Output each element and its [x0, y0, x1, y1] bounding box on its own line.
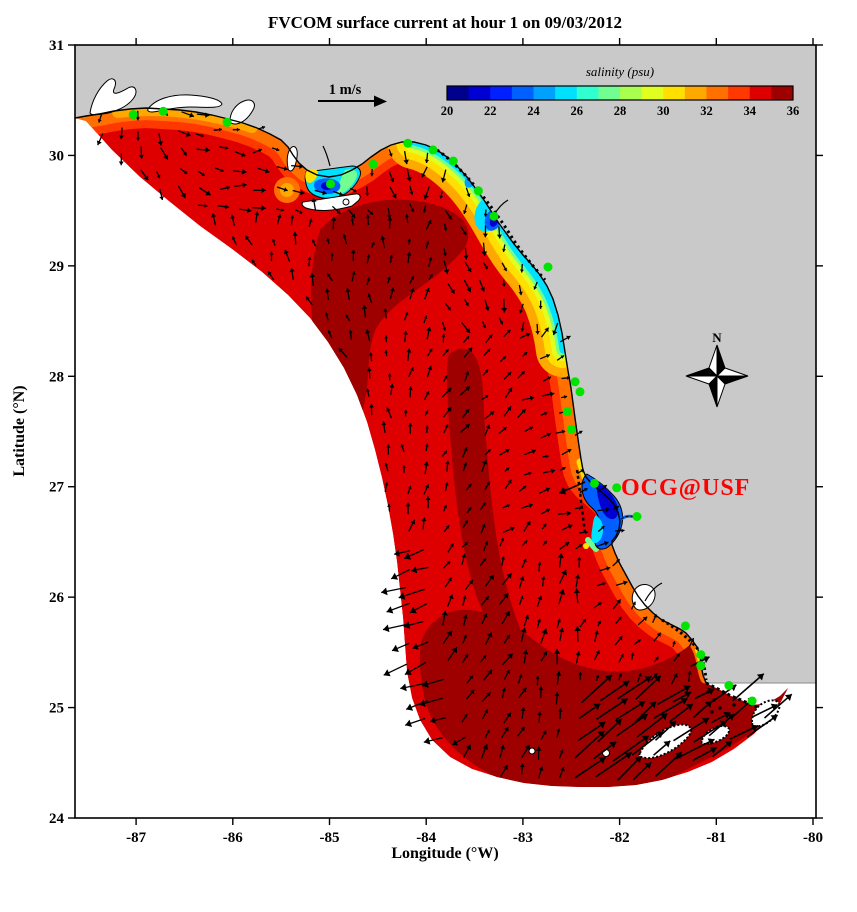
x-tick-label: -81 — [706, 830, 726, 846]
colorbar-cell — [685, 86, 707, 100]
colorbar-tick-label: 28 — [614, 104, 627, 118]
small-island — [343, 199, 349, 205]
y-tick-label: 27 — [49, 480, 65, 496]
station-marker — [576, 387, 585, 396]
y-axis-label: Latitude (°N) — [11, 385, 28, 476]
x-tick-label: -82 — [610, 830, 630, 846]
colorbar-cell — [728, 86, 750, 100]
colorbar-cell — [469, 86, 491, 100]
x-tick-label: -83 — [513, 830, 533, 846]
colorbar-cell — [577, 86, 599, 100]
colorbar-tick-label: 30 — [657, 104, 670, 118]
station-marker — [696, 661, 705, 670]
station-marker — [724, 681, 733, 690]
x-axis-label: Longitude (°W) — [391, 845, 498, 862]
x-tick-label: -84 — [416, 830, 436, 846]
y-tick-label: 24 — [49, 811, 65, 827]
station-marker — [571, 377, 580, 386]
islet-speckle — [718, 706, 721, 709]
station-marker — [489, 212, 498, 221]
station-marker — [403, 139, 412, 148]
colorbar-cell — [598, 86, 620, 100]
x-tick-label: -86 — [223, 830, 243, 846]
colorbar-cell — [534, 86, 556, 100]
station-marker — [369, 160, 378, 169]
north-label: N — [712, 330, 722, 345]
y-tick-label: 25 — [49, 701, 64, 717]
station-marker — [474, 186, 483, 195]
colorbar-tick-label: 32 — [700, 104, 713, 118]
y-tick-label: 31 — [49, 38, 64, 54]
colorbar-cell — [490, 86, 512, 100]
colorbar-cell — [707, 86, 729, 100]
watermark-ocg-usf: OCG@USF — [621, 475, 750, 501]
station-marker — [696, 650, 705, 659]
colorbar-cell — [555, 86, 577, 100]
scale-arrow-label: 1 m/s — [329, 82, 362, 98]
y-tick-label: 26 — [49, 590, 65, 606]
y-tick-label: 28 — [49, 369, 64, 385]
y-tick-label: 29 — [49, 259, 64, 275]
station-marker — [612, 483, 621, 492]
x-tick-label: -87 — [126, 830, 146, 846]
colorbar-tick-label: 26 — [571, 104, 584, 118]
colorbar-cell — [620, 86, 642, 100]
islet-speckle — [710, 710, 713, 713]
colorbar-tick-label: 20 — [441, 104, 454, 118]
colorbar-tick-label: 36 — [787, 104, 800, 118]
station-marker — [563, 407, 572, 416]
x-tick-label: -80 — [803, 830, 823, 846]
colorbar-tick-label: 24 — [527, 104, 540, 118]
station-marker — [590, 479, 599, 488]
islet-speckle — [732, 703, 735, 706]
y-tick-label: 30 — [49, 148, 64, 164]
figure-title: FVCOM surface current at hour 1 on 09/03… — [268, 13, 622, 32]
colorbar-tick-label: 34 — [744, 104, 757, 118]
station-marker — [681, 621, 690, 630]
colorbar-cell — [771, 86, 793, 100]
station-marker — [748, 697, 757, 706]
colorbar-cell — [512, 86, 534, 100]
colorbar-label: salinity (psu) — [586, 64, 654, 79]
colorbar-tick-label: 22 — [484, 104, 497, 118]
colorbar-cell — [663, 86, 685, 100]
station-marker — [567, 425, 576, 434]
colorbar-cell — [750, 86, 772, 100]
colorbar-cell — [642, 86, 664, 100]
station-marker — [429, 145, 438, 154]
x-tick-label: -85 — [320, 830, 340, 846]
colorbar-cell — [447, 86, 469, 100]
station-marker — [544, 263, 553, 272]
tampa-mouth-yellow — [583, 543, 589, 549]
station-marker — [159, 107, 168, 116]
station-marker — [326, 180, 335, 189]
map-layers — [75, 45, 816, 818]
station-marker — [129, 110, 138, 119]
station-marker — [223, 118, 232, 127]
station-marker — [449, 157, 458, 166]
station-marker — [633, 512, 642, 521]
